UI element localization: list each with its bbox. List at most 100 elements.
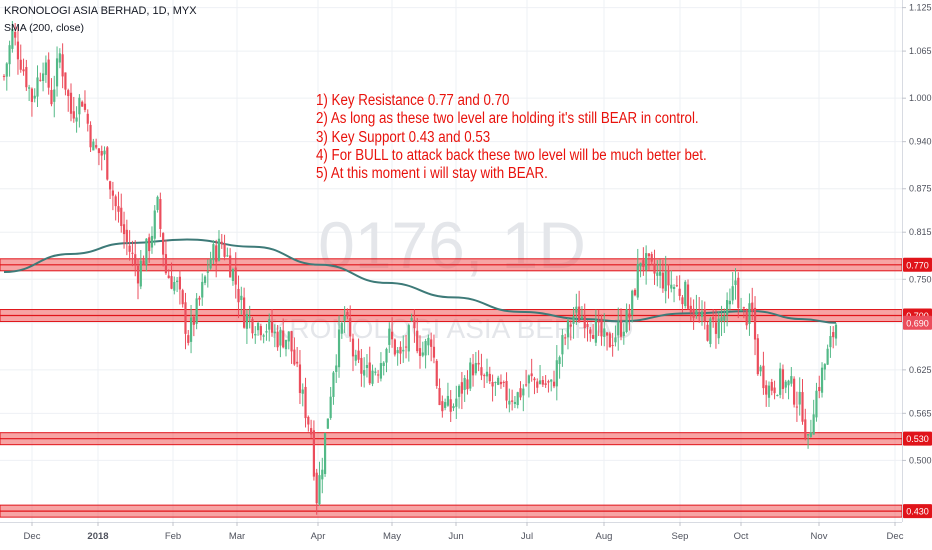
candle-body <box>134 254 137 265</box>
candle-body <box>698 312 701 316</box>
price-axis[interactable]: 1.125 1.065 1.000 0.940 0.875 0.815 0.750 0.690… <box>902 0 932 550</box>
candle-body <box>407 325 410 352</box>
price-label-box <box>903 504 932 519</box>
candle-body <box>337 329 341 368</box>
candle-body <box>441 401 444 412</box>
candle-body <box>430 339 433 347</box>
candle-body <box>686 284 690 309</box>
candle-body <box>343 315 346 321</box>
candle-body <box>625 309 628 333</box>
candle-body <box>603 328 606 337</box>
candle-body <box>340 323 343 334</box>
candle-body <box>524 384 528 386</box>
candle-body <box>363 370 366 376</box>
candle-body <box>672 286 676 289</box>
candle-body <box>826 348 829 365</box>
candle-body <box>229 255 232 278</box>
candle-body <box>583 315 586 329</box>
candle-body <box>189 317 193 342</box>
candle-body <box>731 286 734 301</box>
candle-body <box>270 321 274 333</box>
candle-body <box>357 350 360 360</box>
candle-body <box>69 92 73 114</box>
indicator-label[interactable]: SMA (200, close) <box>4 22 84 34</box>
candle-body <box>502 381 505 383</box>
candle-body <box>751 302 754 312</box>
candle-body <box>223 243 226 257</box>
price-tick-label: 0.565 <box>909 408 932 418</box>
candle-body <box>47 59 50 88</box>
candle-body <box>231 269 235 281</box>
candle-body <box>463 378 466 390</box>
candle-body <box>198 297 201 300</box>
candle-body <box>600 318 603 337</box>
candle-body <box>661 272 664 289</box>
candle-body <box>538 380 542 385</box>
candle-body <box>164 254 168 274</box>
candle-body <box>684 281 687 307</box>
candle-body <box>779 368 782 395</box>
candle-body <box>572 316 575 324</box>
candle-body <box>234 267 237 285</box>
candle-body <box>173 281 176 291</box>
candle-body <box>770 381 773 391</box>
candle-body <box>22 69 25 72</box>
candle-body <box>823 364 826 370</box>
time-axis[interactable]: Dec 2018 Feb Mar Apr May Jun Jul Aug Sep Oct Nov Dec <box>0 522 904 550</box>
candle-body <box>765 385 768 395</box>
candle-body <box>575 306 578 313</box>
candle-body <box>457 385 461 397</box>
candle-body <box>801 392 804 422</box>
candle-body <box>706 324 709 341</box>
candle-body <box>111 190 114 196</box>
candle-body <box>307 416 310 425</box>
candle-body <box>589 329 592 334</box>
candle-body <box>206 271 209 273</box>
candle-body <box>315 472 318 504</box>
candle-body <box>100 150 103 156</box>
candle-body <box>530 373 533 377</box>
candle-body <box>142 260 145 266</box>
candle-body <box>832 332 835 338</box>
candle-body <box>374 371 377 373</box>
candle-body <box>114 196 117 207</box>
candle-body <box>139 260 142 287</box>
price-axis-bg <box>902 0 932 550</box>
candle-body <box>349 318 352 337</box>
candle-body <box>92 141 95 151</box>
candle-body <box>53 89 56 102</box>
candle-body <box>460 382 463 394</box>
candle-body <box>675 285 678 287</box>
candle-body <box>656 272 659 276</box>
candle-body <box>494 382 497 384</box>
time-tick-label: Nov <box>811 531 828 542</box>
candle-body <box>533 378 536 381</box>
price-tick-label: 1.125 <box>909 3 932 13</box>
candle-body <box>723 315 726 321</box>
candle-body <box>83 103 87 110</box>
candle-body <box>36 77 39 97</box>
candle-body <box>681 297 684 305</box>
candle-body <box>41 73 45 82</box>
candle-body <box>385 348 388 363</box>
candle-body <box>377 374 380 376</box>
candle-body <box>170 276 173 289</box>
candle-body <box>712 317 715 320</box>
candle-body <box>444 402 447 408</box>
time-tick-label: Aug <box>596 531 613 542</box>
candle-body <box>628 313 631 318</box>
symbol-title[interactable]: KRONOLOGI ASIA BERHAD, 1D, MYX <box>4 5 197 17</box>
candle-body <box>424 341 427 356</box>
candle-body <box>812 414 815 435</box>
candle-body <box>544 383 547 385</box>
candle-body <box>282 330 285 348</box>
candle-body <box>748 303 751 324</box>
candle-body <box>561 335 564 355</box>
candle-body <box>259 326 262 336</box>
candle-body <box>402 349 405 352</box>
candle-body <box>795 406 799 408</box>
candle-body <box>432 346 436 358</box>
candle-body <box>296 361 299 364</box>
candle-body <box>360 357 363 374</box>
